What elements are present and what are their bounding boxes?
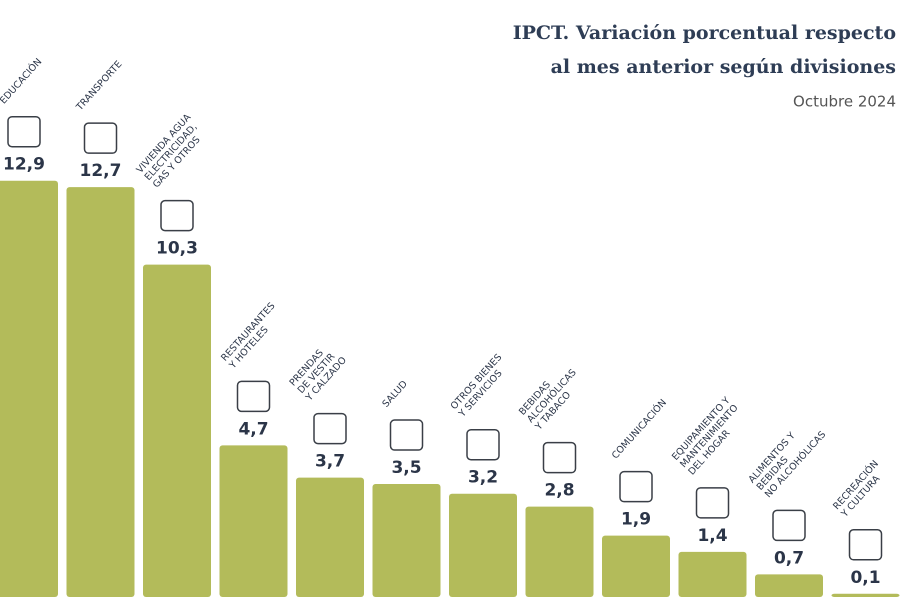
bar [0,180,58,597]
bar [831,593,900,597]
value-label: 3,7 [315,452,345,472]
value-label: 2,8 [544,481,574,501]
value-label: 10,3 [156,239,198,259]
bar [602,535,670,597]
icon [619,470,653,503]
bar [755,574,823,597]
bar [296,477,364,597]
icon [313,412,347,445]
icon [160,199,194,232]
value-label: 12,9 [3,155,45,175]
value-label: 4,7 [238,419,268,439]
icon [848,529,883,561]
bar [449,493,517,597]
value-label: 1,9 [621,510,651,530]
icon [236,380,271,413]
value-label: 0,1 [850,568,880,588]
chart-title: IPCT. Variación porcentual respecto [513,22,896,44]
value-label: 3,5 [391,458,421,478]
bar [372,484,441,597]
bar [219,445,288,597]
bar [678,551,747,597]
icon [466,428,500,461]
icon [7,115,41,148]
chart-title: al mes anterior según divisiones [551,56,896,78]
bar [66,187,135,597]
value-label: 1,4 [697,526,727,546]
bar [143,264,211,597]
value-label: 3,2 [468,468,498,488]
icon [772,509,806,542]
chart-subtitle: Octubre 2024 [793,93,896,111]
icon [695,487,730,519]
value-label: 12,7 [80,161,122,181]
icon [389,419,424,451]
value-label: 0,7 [774,548,804,568]
icon [83,122,118,154]
icon [542,441,577,474]
bar [525,506,594,597]
